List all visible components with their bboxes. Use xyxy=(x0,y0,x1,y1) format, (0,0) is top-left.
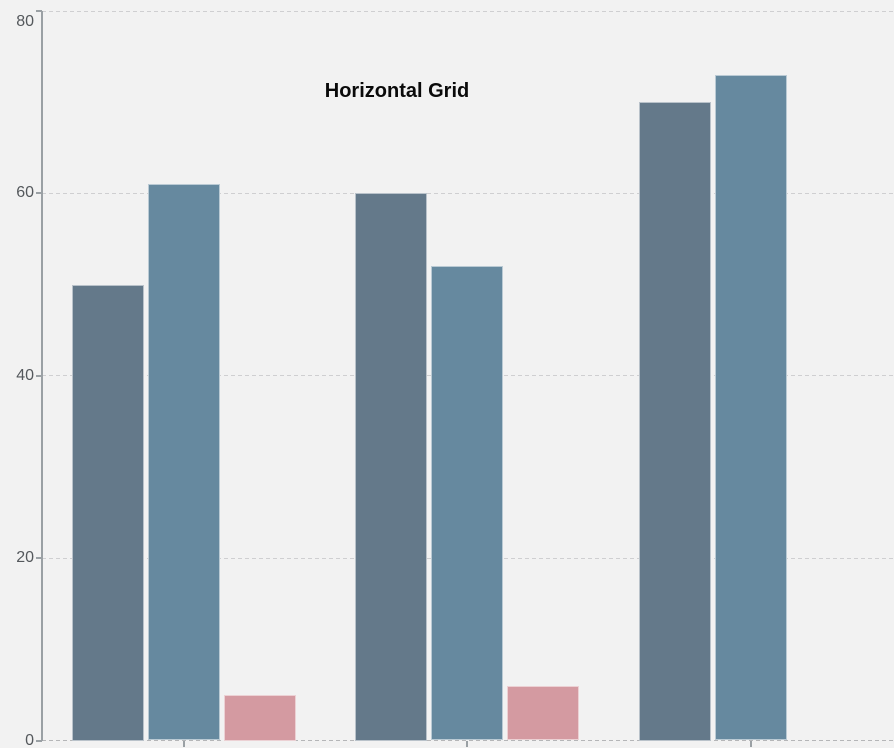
y-axis-tick xyxy=(36,10,42,12)
x-axis-tick-group-3 xyxy=(749,741,752,747)
y-axis-tick xyxy=(36,374,42,377)
h-gridline-80 xyxy=(42,10,894,12)
y-axis-line xyxy=(41,11,43,741)
bar-group1-series3[interactable] xyxy=(223,694,296,741)
bar-group1-series1[interactable] xyxy=(71,284,144,741)
h-gridline-0 xyxy=(42,740,894,741)
y-tick-label: 80 xyxy=(16,13,34,30)
chart-title: Horizontal Grid xyxy=(324,80,470,102)
bar-group2-series3[interactable] xyxy=(507,685,579,741)
x-axis-tick-group-2 xyxy=(466,741,468,747)
y-tick-label: 20 xyxy=(16,549,34,567)
x-axis-tick-group-1 xyxy=(182,741,185,747)
bar-group3-series2[interactable] xyxy=(714,74,787,741)
y-tick-label: 40 xyxy=(16,366,34,384)
y-axis-tick xyxy=(36,192,42,195)
h-gridline-60 xyxy=(42,192,894,194)
y-axis-tick xyxy=(36,739,42,742)
bar-group3-series1[interactable] xyxy=(638,102,711,741)
bar-group2-series2[interactable] xyxy=(431,266,503,741)
bar-group1-series2[interactable] xyxy=(147,184,220,741)
y-tick-label: 0 xyxy=(25,731,34,748)
bar-group2-series1[interactable] xyxy=(355,193,427,741)
y-tick-label: 60 xyxy=(16,184,34,202)
y-axis-tick xyxy=(36,557,42,560)
